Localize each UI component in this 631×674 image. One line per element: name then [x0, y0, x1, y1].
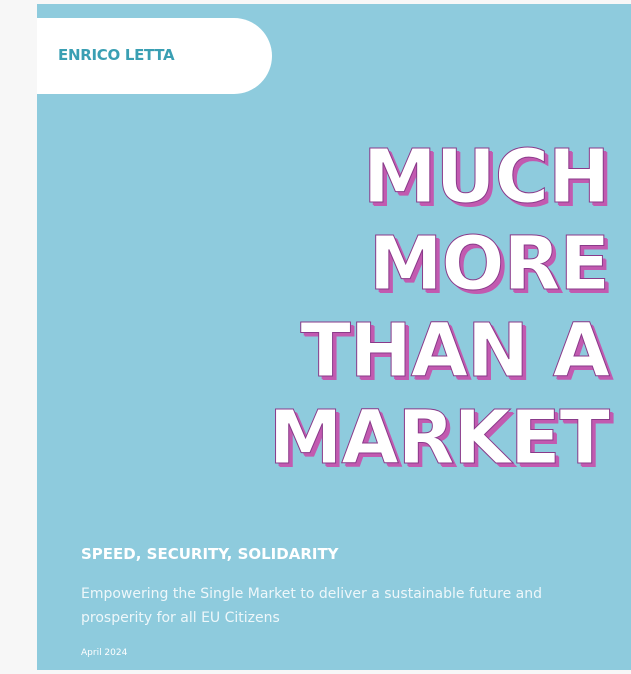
- title-line: THAN A: [300, 308, 611, 395]
- title: MUCH MORE THAN A MARKET: [268, 134, 611, 482]
- subtitle: SPEED, SECURITY, SOLIDARITY: [81, 545, 339, 563]
- title-line: MARKET: [268, 395, 610, 482]
- title-line: MORE: [368, 221, 610, 308]
- description: Empowering the Single Market to deliver …: [81, 586, 542, 626]
- title-line: MUCH: [363, 134, 611, 221]
- author-pill: [37, 18, 272, 94]
- cover: [37, 4, 631, 670]
- date: April 2024: [81, 648, 128, 658]
- author: ENRICO LETTA: [58, 46, 175, 64]
